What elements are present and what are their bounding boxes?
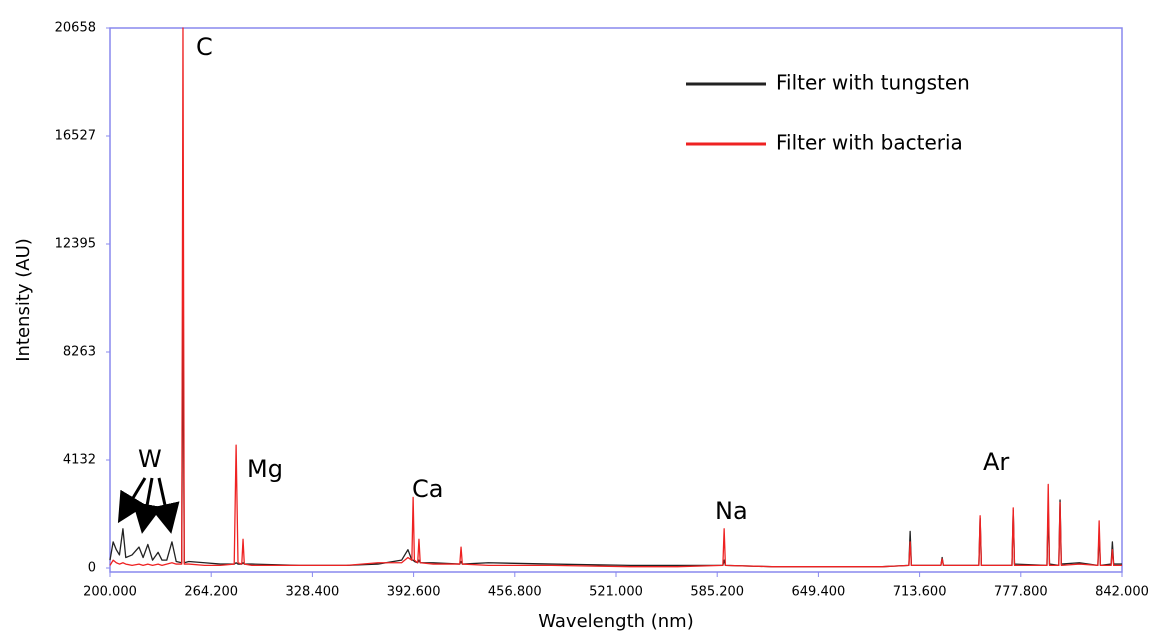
peak-annotation: Mg bbox=[247, 455, 283, 483]
w-arrows bbox=[117, 477, 180, 534]
y-tick-label: 0 bbox=[88, 561, 96, 576]
legend-label: Filter with tungsten bbox=[776, 71, 970, 95]
x-axis-label: Wavelength (nm) bbox=[538, 611, 694, 632]
y-tick-label: 16527 bbox=[55, 128, 96, 143]
x-tick-label: 392.600 bbox=[387, 585, 441, 600]
series-line bbox=[109, 285, 1122, 568]
y-axis-label: Intensity (AU) bbox=[13, 238, 34, 362]
y-tick-label: 12395 bbox=[55, 236, 96, 251]
series-line bbox=[109, 27, 1122, 568]
x-tick-label: 585.200 bbox=[690, 585, 744, 600]
x-tick-label: 521.000 bbox=[589, 585, 643, 600]
y-tick-label: 20658 bbox=[55, 21, 96, 36]
plot-frame bbox=[109, 27, 1123, 573]
x-tick-label: 264.200 bbox=[184, 585, 238, 600]
x-tick-label: 649.400 bbox=[792, 585, 846, 600]
legend-label: Filter with bacteria bbox=[776, 131, 963, 155]
peak-annotation: W bbox=[138, 445, 162, 473]
y-tick-label: 8263 bbox=[63, 345, 96, 360]
x-tick-label: 713.600 bbox=[893, 585, 947, 600]
peak-annotation: Ca bbox=[412, 475, 443, 503]
x-tick-label: 777.800 bbox=[994, 585, 1048, 600]
peak-annotation: Ar bbox=[983, 448, 1009, 476]
x-tick-label: 842.000 bbox=[1095, 585, 1149, 600]
x-tick-label: 328.400 bbox=[286, 585, 340, 600]
peak-annotation: C bbox=[196, 33, 213, 61]
x-tick-label: 456.800 bbox=[488, 585, 542, 600]
x-tick-label: 200.000 bbox=[83, 585, 137, 600]
peak-annotation: Na bbox=[715, 497, 748, 525]
y-tick-label: 4132 bbox=[63, 452, 96, 467]
